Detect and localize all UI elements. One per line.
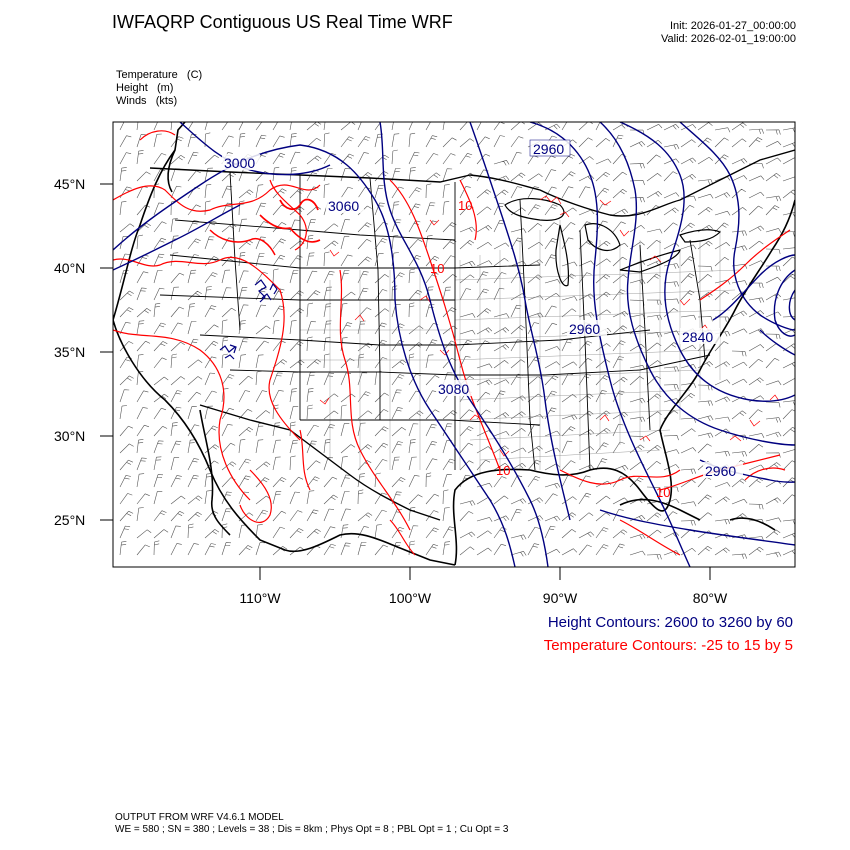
axis-labels: 45°N 40°N 35°N 30°N 25°N 110°W 100°W 90°… (54, 176, 728, 606)
temperature-legend: Temperature Contours: -25 to 15 by 5 (543, 637, 793, 654)
temp-label-10-b: 10 (430, 261, 444, 276)
height-legend: Height Contours: 2600 to 3260 by 60 (547, 614, 793, 631)
temperature-contour-labels: 10 10 10 10 (430, 198, 670, 500)
height-contours (113, 122, 795, 567)
run-times: Init: 2026-01-27_00:00:00 Valid: 2026-02… (661, 20, 796, 46)
height-label-3000: 3000 (224, 155, 255, 171)
axis-ticks (100, 183, 711, 580)
wind-barb-field (119, 122, 795, 560)
lon-label-90: 90°W (543, 590, 578, 606)
field-winds: Winds (kts) (116, 95, 178, 107)
state-borders (159, 171, 711, 471)
model-footer: OUTPUT FROM WRF V4.6.1 MODEL WE = 580 ; … (115, 812, 508, 836)
lon-label-80: 80°W (693, 590, 728, 606)
height-label-2960-central: 2960 (569, 321, 600, 337)
temp-label-10-a: 10 (458, 198, 472, 213)
country-borders (149, 149, 795, 521)
map-frame (112, 121, 796, 568)
lat-label-30: 30°N (54, 428, 85, 444)
temperature-contours (113, 130, 791, 556)
footer-model: OUTPUT FROM WRF V4.6.1 MODEL (115, 812, 284, 823)
field-list: Temperature (C) Height (m) Winds (kts) (116, 69, 202, 108)
temperature-squiggles (319, 195, 780, 457)
map-content: 3000 3060 2960 2960 2840 3080 2960 10 10… (113, 122, 795, 567)
height-label-3080: 3080 (438, 381, 469, 397)
field-height: Height (m) (116, 82, 174, 94)
height-label-2840: 2840 (682, 329, 713, 345)
lat-label-40: 40°N (54, 260, 85, 276)
height-label-3060: 3060 (328, 198, 359, 214)
lat-label-45: 45°N (54, 176, 85, 192)
lon-label-100: 100°W (389, 590, 432, 606)
footer-settings: WE = 580 ; SN = 380 ; Levels = 38 ; Dis … (115, 824, 509, 835)
lat-label-35: 35°N (54, 344, 85, 360)
height-contour-labels: 3000 3060 2960 2960 2840 3080 2960 (222, 139, 743, 479)
temp-label-10-d: 10 (656, 485, 670, 500)
height-label-2960-north: 2960 (533, 141, 564, 157)
height-squiggles (219, 279, 278, 360)
lat-label-25: 25°N (54, 512, 85, 528)
map-title: IWFAQRP Contiguous US Real Time WRF (112, 12, 453, 32)
wind-barbs (119, 122, 795, 560)
height-label-2960-south: 2960 (705, 463, 736, 479)
field-temperature: Temperature (C) (116, 69, 203, 81)
lon-label-110: 110°W (239, 590, 281, 606)
great-lakes (504, 198, 722, 287)
init-time: Init: 2026-01-27_00:00:00 (670, 20, 796, 32)
valid-time: Valid: 2026-02-01_19:00:00 (661, 33, 796, 45)
temp-label-10-c: 10 (496, 463, 510, 478)
